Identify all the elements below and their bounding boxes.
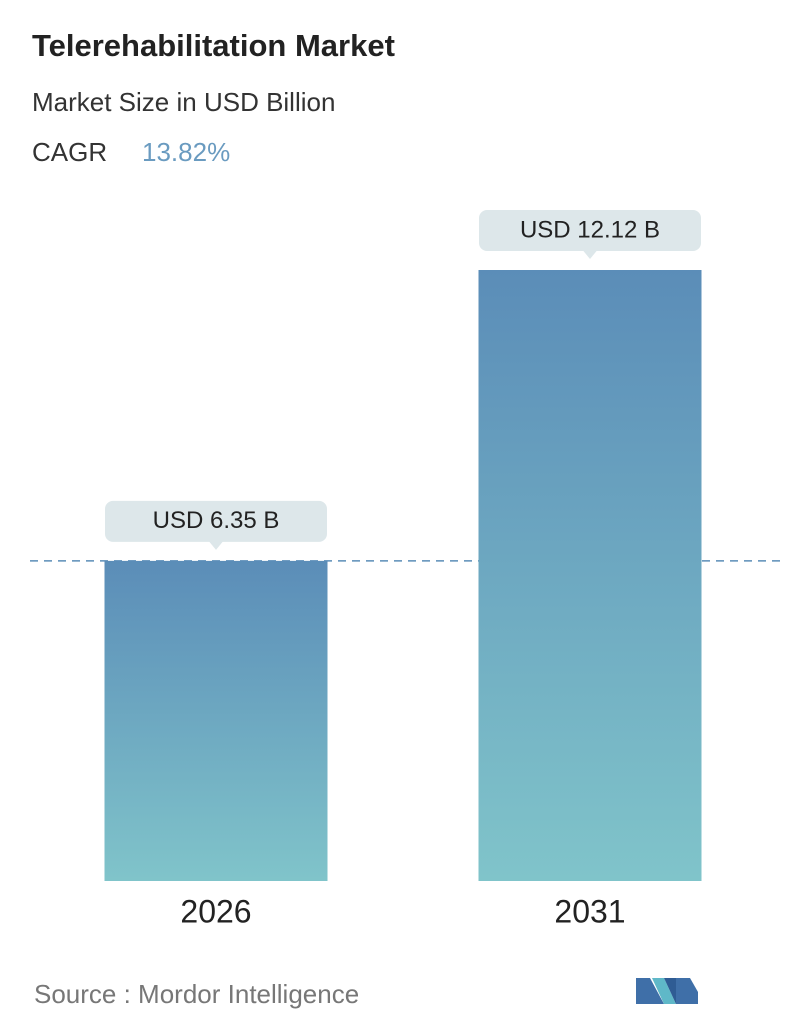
bar — [478, 270, 702, 881]
chart-title: Telerehabilitation Market — [32, 28, 395, 63]
label-pointer — [209, 541, 223, 550]
cagr-label: CAGR — [32, 137, 107, 167]
value-label: USD 12.12 B — [520, 216, 660, 243]
cagr-value: 13.82% — [142, 137, 230, 167]
label-box — [479, 210, 701, 251]
x-tick-label: 2026 — [180, 893, 251, 929]
label-box — [105, 500, 327, 542]
chart-subtitle: Market Size in USD Billion — [32, 87, 335, 117]
label-pointer — [583, 250, 597, 259]
source: Source : Mordor Intelligence — [34, 979, 359, 1009]
value-label: USD 6.35 B — [153, 507, 280, 534]
x-tick-label: 2031 — [554, 893, 625, 929]
bar — [104, 560, 328, 881]
logo — [636, 978, 698, 1004]
